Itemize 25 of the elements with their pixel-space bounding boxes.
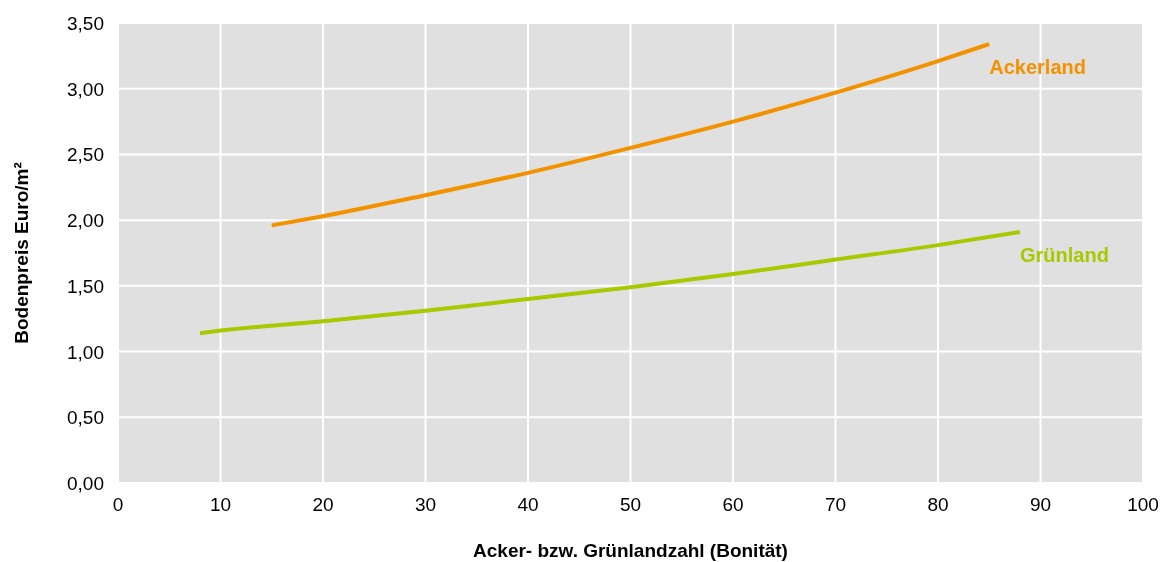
x-tick-label: 70 bbox=[824, 494, 847, 515]
x-tick-label: 100 bbox=[1127, 494, 1159, 515]
y-tick-label: 1,00 bbox=[67, 341, 104, 363]
x-tick-label: 90 bbox=[1029, 494, 1052, 515]
y-tick-label: 1,50 bbox=[67, 275, 104, 297]
line-series bbox=[198, 229, 1022, 336]
line-series bbox=[269, 42, 992, 228]
x-axis-title: Acker- bzw. Grünlandzahl (Bonität) bbox=[473, 540, 788, 561]
x-tick-label: 50 bbox=[619, 494, 642, 515]
x-tick-label: 30 bbox=[414, 494, 437, 515]
y-axis-title: Bodenpreis Euro/m² bbox=[11, 162, 32, 344]
y-tick-label: 3,00 bbox=[67, 78, 104, 100]
y-tick-label: 0,50 bbox=[67, 407, 104, 429]
y-tick-label: 0,00 bbox=[67, 473, 104, 494]
y-tick-label: 3,50 bbox=[67, 13, 104, 34]
series-label: Grünland bbox=[1020, 243, 1109, 266]
y-tick-label: 2,50 bbox=[67, 144, 104, 166]
series-label: Ackerland bbox=[989, 56, 1086, 79]
x-tick-label: 10 bbox=[209, 494, 232, 515]
x-tick-label: 80 bbox=[927, 494, 949, 515]
x-tick-label: 40 bbox=[517, 494, 539, 515]
x-tick-label: 20 bbox=[312, 494, 334, 515]
x-tick-label: 60 bbox=[722, 494, 744, 515]
x-tick-label: 0 bbox=[112, 494, 124, 515]
y-tick-label: 2,00 bbox=[67, 210, 104, 232]
